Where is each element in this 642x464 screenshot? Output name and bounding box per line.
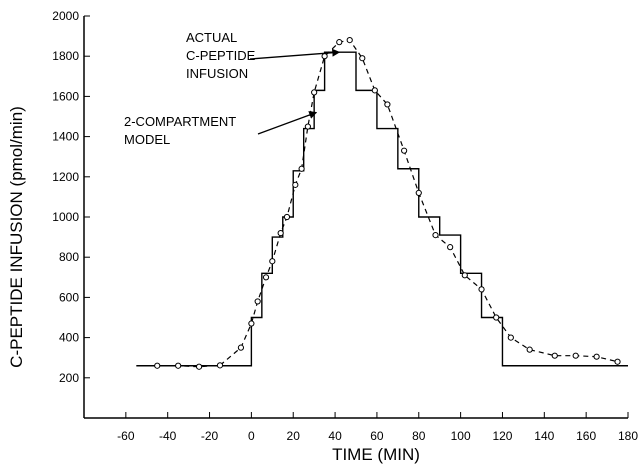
x-tick-label: 20 xyxy=(287,429,301,443)
series-layer xyxy=(136,37,628,370)
x-tick-label: 0 xyxy=(248,429,255,443)
x-tick-label: -40 xyxy=(159,429,177,443)
y-tick-label: 1200 xyxy=(52,170,79,184)
model-point xyxy=(277,229,284,237)
model-point xyxy=(154,362,161,369)
x-tick-label: -20 xyxy=(201,429,219,443)
x-tick-label: 60 xyxy=(370,429,384,443)
model-point xyxy=(415,189,422,196)
x-tick-label: 80 xyxy=(412,429,426,443)
model-point xyxy=(298,165,305,172)
model-point xyxy=(283,213,291,221)
x-tick-label: -60 xyxy=(117,429,135,443)
model-point xyxy=(248,320,255,327)
y-ticks: 200 400 600 800 1000 1200 1400 1600 1800 2000 xyxy=(52,9,90,385)
y-axis-title: C-PEPTIDE INFUSION (pmol/min) xyxy=(7,106,26,368)
y-tick-label: 800 xyxy=(59,250,79,264)
x-tick-label: 120 xyxy=(492,429,512,443)
model-point xyxy=(304,123,311,130)
model-point xyxy=(401,147,408,154)
annotation-arrow xyxy=(257,111,318,135)
model-point xyxy=(195,363,203,370)
x-tick-label: 140 xyxy=(534,429,554,443)
x-tick-label: 160 xyxy=(576,429,596,443)
annotation-line: INFUSION xyxy=(186,66,248,81)
y-tick-label: 2000 xyxy=(52,9,79,23)
model-point xyxy=(572,352,579,359)
model-point xyxy=(237,344,245,351)
annotation-label: ACTUAL C-PEPTIDE INFUSION xyxy=(186,30,256,81)
model-point xyxy=(346,37,353,44)
model-point xyxy=(493,314,500,321)
model-point xyxy=(614,358,621,365)
model-point xyxy=(478,286,485,293)
model-point xyxy=(216,362,224,369)
y-tick-label: 1400 xyxy=(52,130,79,144)
y-tick-label: 1600 xyxy=(52,89,79,103)
x-axis-title: TIME (MIN) xyxy=(332,445,420,464)
model-point xyxy=(311,89,318,96)
annotation-line: 2-COMPARTMENT xyxy=(124,114,236,129)
model-point xyxy=(593,353,600,360)
annotation-layer: ACTUAL C-PEPTIDE INFUSION 2-COMPARTMENT MODE… xyxy=(124,30,341,147)
model-point xyxy=(359,55,366,62)
model-point xyxy=(432,231,439,239)
y-tick-label: 200 xyxy=(59,371,79,385)
model-point xyxy=(371,87,378,94)
model-point xyxy=(269,258,276,265)
model-point xyxy=(507,334,514,341)
annotation-line: C-PEPTIDE xyxy=(186,48,256,63)
model-point xyxy=(292,181,299,188)
series-model-line xyxy=(157,39,618,368)
x-ticks: -60 -40 -20 0 20 40 60 80 100 120 140 160 180 xyxy=(117,412,638,443)
y-tick-label: 1000 xyxy=(52,210,79,224)
y-tick-label: 600 xyxy=(59,290,79,304)
model-point xyxy=(526,346,533,353)
annotation-arrow xyxy=(249,48,341,60)
y-tick-label: 400 xyxy=(59,331,79,345)
annotation-line: MODEL xyxy=(124,132,170,147)
model-point xyxy=(336,39,343,46)
model-point xyxy=(175,362,182,369)
model-point xyxy=(461,272,468,279)
model-point xyxy=(254,298,261,305)
x-tick-label: 100 xyxy=(451,429,471,443)
model-point xyxy=(262,274,270,281)
x-tick-label: 180 xyxy=(618,429,638,443)
model-point xyxy=(384,101,391,108)
model-point xyxy=(447,244,454,251)
series-actual-infusion-line xyxy=(136,51,628,367)
y-tick-label: 1800 xyxy=(52,49,79,63)
model-point xyxy=(551,352,558,359)
annotation-label: 2-COMPARTMENT MODEL xyxy=(124,114,236,147)
annotation-line: ACTUAL xyxy=(186,30,237,45)
model-point xyxy=(321,53,328,60)
x-tick-label: 40 xyxy=(328,429,342,443)
